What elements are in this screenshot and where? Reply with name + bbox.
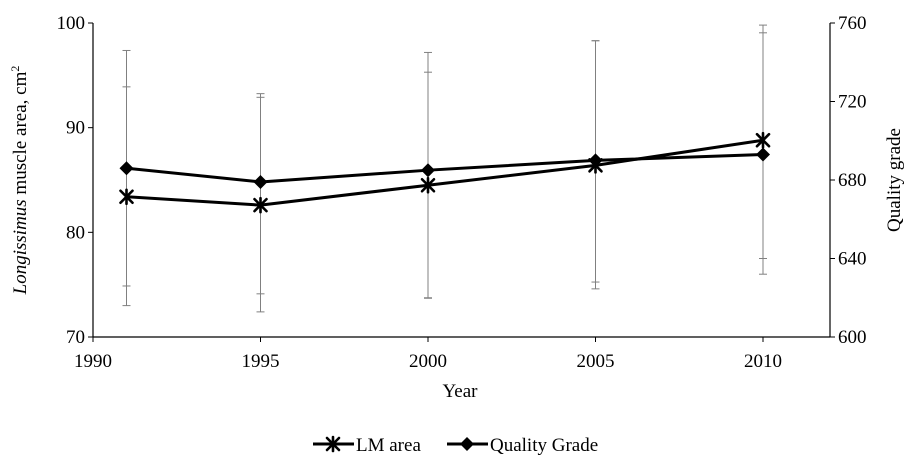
y-right-tick-label: 680 — [838, 170, 867, 191]
series-line-lm-area — [126, 138, 764, 207]
legend-item-quality-grade: Quality Grade — [447, 435, 598, 456]
y-left-tick-label: 70 — [66, 327, 85, 348]
data-point-quality-grade — [119, 161, 134, 176]
data-point-quality-grade — [756, 147, 770, 162]
legend-symbol-quality-grade — [460, 437, 474, 451]
legend-marker-quality-grade — [460, 437, 474, 451]
diamond-marker — [460, 437, 474, 451]
diamond-marker — [253, 174, 268, 189]
legend-label-lm-area: LM area — [356, 435, 421, 456]
y-right-tick-label: 600 — [838, 327, 867, 348]
x-tick-label: 2010 — [744, 351, 782, 372]
y-left-tick-label: 100 — [57, 13, 86, 34]
y-right-tick-label: 720 — [838, 92, 867, 113]
diamond-marker — [756, 147, 770, 162]
series-markers — [119, 131, 771, 214]
data-point-quality-grade — [253, 174, 268, 189]
legend: LM area Quality Grade — [313, 435, 598, 456]
y-axis-right-label: Quality grade — [884, 128, 905, 232]
y-left-label-rest: muscle area, cm — [10, 71, 31, 199]
x-tick-label: 2000 — [409, 351, 447, 372]
y-right-tick-label: 760 — [838, 13, 867, 34]
x-tick-label: 2005 — [577, 351, 615, 372]
y-left-label-italic: Longissimus — [10, 199, 31, 295]
y-right-tick-label: 640 — [838, 249, 867, 270]
diamond-marker — [421, 163, 435, 178]
diamond-marker — [119, 161, 134, 176]
x-tick-label: 1990 — [74, 351, 112, 372]
data-point-quality-grade — [421, 163, 435, 178]
y-left-tick-label: 80 — [66, 222, 85, 243]
legend-marker-lm-area — [325, 435, 341, 453]
legend-item-lm-area: LM area — [313, 435, 421, 456]
y-left-label-sup: 2 — [8, 66, 22, 72]
data-point-lm-area — [253, 196, 268, 214]
y-axis-left-label: Longissimus muscle area, cm2 — [8, 66, 31, 296]
axes: 1990 1995 2000 2005 2010 70 80 90 100 600 640 680 72… — [57, 13, 867, 372]
legend-label-quality-grade: Quality Grade — [490, 435, 598, 456]
legend-symbol-lm-area — [325, 435, 341, 453]
series-line-quality-grade — [126, 152, 764, 184]
x-axis-label: Year — [442, 381, 478, 402]
y-left-tick-label: 90 — [66, 118, 85, 139]
series-lines — [126, 138, 764, 207]
x-tick-label: 1995 — [242, 351, 280, 372]
data-point-lm-area — [755, 131, 771, 149]
diamond-marker — [588, 153, 603, 168]
data-point-lm-area — [119, 188, 134, 206]
data-point-quality-grade — [588, 153, 603, 168]
data-point-lm-area — [420, 176, 436, 194]
